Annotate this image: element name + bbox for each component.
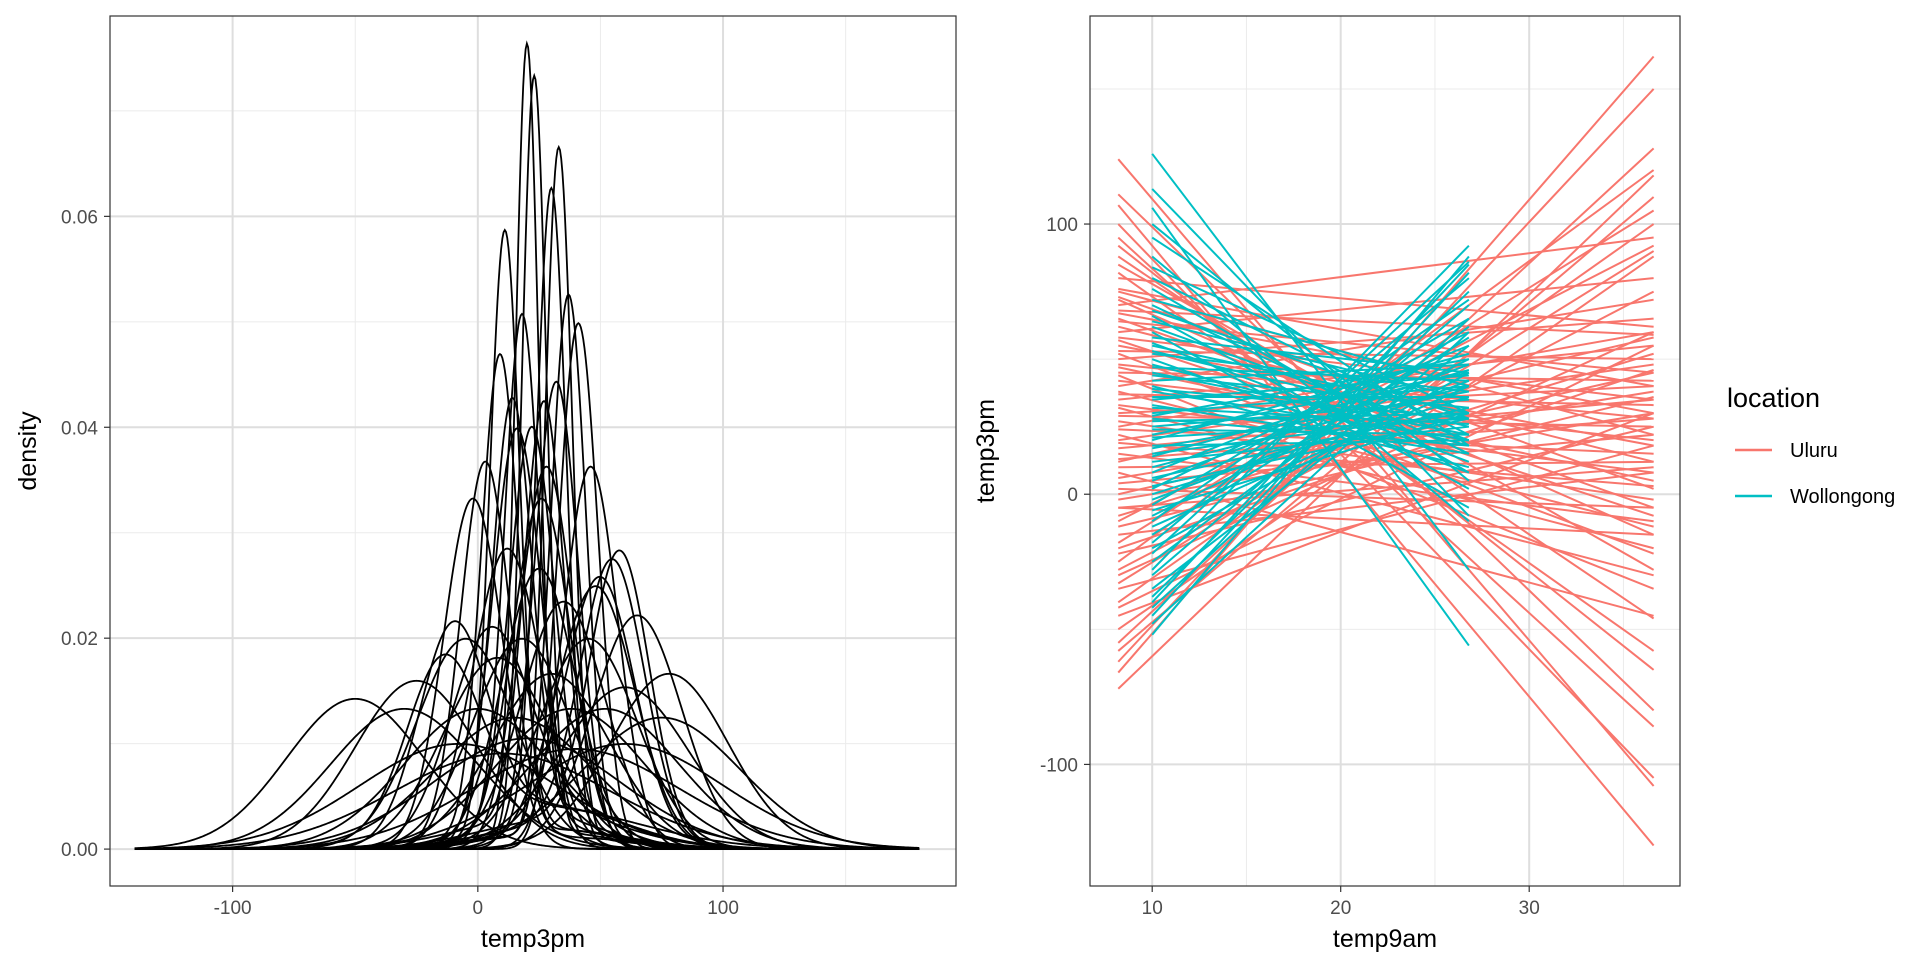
line-wollongong-73: [1151, 331, 1470, 625]
temp-lines-panel: 10 20 30 -100 0 100 temp9am temp3pm: [972, 15, 1681, 953]
line-wollongong-37: [1152, 412, 1469, 423]
line-uluru-72: [1117, 412, 1654, 617]
line-wollongong-34: [1152, 385, 1469, 415]
line-uluru-78: [1117, 174, 1655, 690]
density-curve-42: [134, 748, 920, 850]
temp-y-tick-label: -100: [1040, 755, 1078, 776]
density-x-tick-label: 100: [707, 898, 739, 919]
line-wollongong-3: [1151, 223, 1470, 482]
density-plot-border: [109, 15, 957, 887]
legend: location Uluru Wollongong: [1727, 383, 1895, 508]
density-grid: [110, 16, 956, 886]
line-uluru-32: [1118, 298, 1654, 388]
temp-x-tick-label: 20: [1330, 898, 1351, 919]
line-wollongong-6: [1151, 266, 1470, 415]
density-x-ticks: -100 0 100: [214, 886, 739, 919]
line-wollongong-68: [1151, 344, 1470, 590]
density-x-tick-label: -100: [214, 898, 252, 919]
temp-y-axis-title: temp3pm: [972, 399, 1000, 503]
density-y-ticks: 0.00 0.02 0.04 0.06: [61, 207, 110, 861]
temp-x-axis-title: temp9am: [1333, 925, 1437, 953]
density-y-tick-label: 0.06: [61, 207, 98, 228]
line-wollongong-0: [1151, 153, 1470, 571]
temp-y-tick-label: 0: [1067, 485, 1078, 506]
density-x-axis-title: temp3pm: [481, 925, 585, 953]
line-wollongong-51: [1151, 363, 1470, 482]
line-uluru-44: [1118, 363, 1654, 442]
line-wollongong-61: [1151, 336, 1470, 536]
temp-plot-border: [1089, 15, 1681, 887]
density-curves: [134, 40, 920, 850]
line-uluru-54: [1118, 487, 1654, 509]
density-panel: -100 0 100 0.00 0.02 0.04 0.06 temp3pm densit…: [14, 15, 957, 953]
line-uluru-2: [1117, 204, 1655, 847]
temp-y-tick-label: 100: [1046, 215, 1078, 236]
line-wollongong-66: [1151, 244, 1470, 571]
density-x-tick-label: 0: [473, 898, 484, 919]
line-uluru-71: [1117, 344, 1655, 609]
temp-x-ticks: 10 20 30: [1142, 886, 1540, 919]
temp-x-tick-label: 30: [1519, 898, 1540, 919]
line-wollongong-4: [1151, 236, 1470, 447]
density-curve-43: [134, 752, 920, 850]
line-wollongong-60: [1151, 385, 1470, 528]
temp-x-tick-label: 10: [1142, 898, 1163, 919]
line-wollongong-32: [1152, 404, 1470, 455]
density-y-tick-label: 0.00: [61, 840, 98, 861]
line-uluru-67: [1117, 331, 1655, 577]
density-y-axis-title: density: [14, 411, 42, 491]
temp-y-ticks: -100 0 100: [1040, 215, 1090, 776]
line-wollongong-74: [1151, 255, 1470, 636]
line-wollongong-41: [1152, 417, 1469, 439]
density-y-tick-label: 0.02: [61, 629, 98, 650]
density-curve-49: [134, 497, 920, 850]
line-wollongong-67: [1151, 304, 1470, 577]
line-uluru-43: [1118, 433, 1654, 577]
density-y-tick-label: 0.04: [61, 418, 98, 439]
legend-label-wollongong: Wollongong: [1790, 486, 1895, 508]
line-wollongong-9: [1151, 298, 1470, 388]
line-uluru-0: [1117, 158, 1655, 787]
line-wollongong-63: [1151, 371, 1470, 550]
temp-series-lines: [1117, 55, 1655, 847]
line-uluru-6: [1117, 255, 1655, 620]
legend-title: location: [1727, 383, 1820, 413]
legend-label-uluru: Uluru: [1790, 440, 1838, 462]
line-uluru-56: [1118, 412, 1654, 501]
